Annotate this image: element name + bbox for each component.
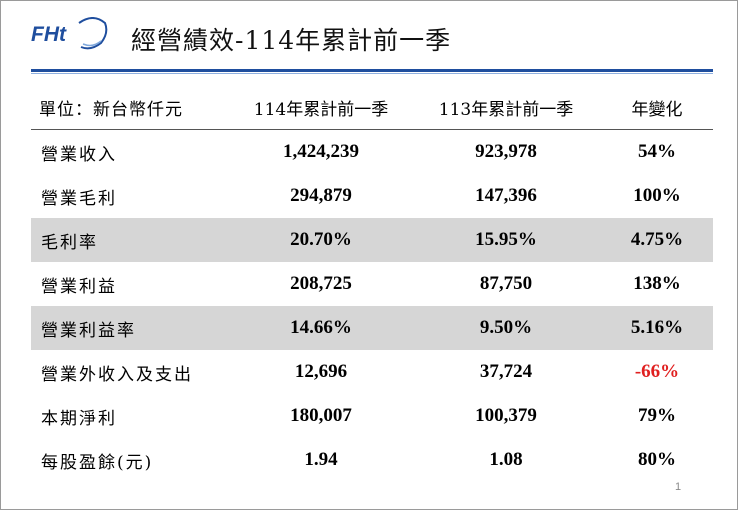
previous-value: 100,379 [475,405,537,426]
svg-text:FHt: FHt [31,23,67,46]
current-value: 12,696 [294,361,348,382]
previous-value: 147,396 [475,185,537,206]
previous-value: 9.50% [411,306,601,350]
title-divider [31,69,713,72]
change-value: 79% [638,405,676,426]
change-value-negative: -66% [634,361,680,382]
change-value: 4.75% [601,218,713,262]
table-row: 營業利益率 14.66% 9.50% 5.16% [31,306,713,350]
previous-value: 923,978 [475,141,537,162]
row-label: 每股盈餘(元) [41,452,154,473]
change-value: 54% [638,141,676,162]
change-value: 100% [633,185,681,206]
change-value: 80% [638,449,676,470]
current-value: 1,424,239 [283,141,359,162]
change-value: 5.16% [601,306,713,350]
previous-value: 15.95% [411,218,601,262]
table-row: 本期淨利 180,007 100,379 79% [31,394,713,438]
financial-table: 單位：新台幣仟元 114年累計前一季 113年累計前一季 年變化 營業收入 1,… [31,85,713,482]
change-value: 138% [633,273,681,294]
row-label: 毛利率 [31,218,231,262]
header-unit: 單位：新台幣仟元 [31,85,231,130]
company-logo: FHt [31,17,108,50]
current-value: 180,007 [290,405,352,426]
current-value: 294,879 [290,185,352,206]
table-row: 每股盈餘(元) 1.94 1.08 80% [31,438,713,482]
previous-value: 87,750 [479,273,533,294]
row-label: 營業外收入及支出 [41,364,193,385]
header-previous-period: 113年累計前一季 [411,85,601,130]
title-divider-accent [31,73,713,74]
table-row: 營業毛利 294,879 147,396 100% [31,174,713,218]
current-value: 208,725 [290,273,352,294]
table-header-row: 單位：新台幣仟元 114年累計前一季 113年累計前一季 年變化 [31,85,713,130]
header-yoy-change: 年變化 [601,85,713,130]
header-current-period: 114年累計前一季 [231,85,411,130]
row-label: 營業收入 [41,144,117,165]
page-number: 1 [675,481,682,493]
previous-value: 37,724 [479,361,533,382]
row-label: 本期淨利 [41,408,117,429]
table-row: 營業利益 208,725 87,750 138% [31,262,713,306]
current-value: 1.94 [304,449,338,470]
table-row: 營業外收入及支出 12,696 37,724 -66% [31,350,713,394]
table-row: 毛利率 20.70% 15.95% 4.75% [31,218,713,262]
row-label: 營業利益 [41,276,117,297]
table-row: 營業收入 1,424,239 923,978 54% [31,130,713,175]
previous-value: 1.08 [489,449,523,470]
page-title: 經營績效-114年累計前一季 [131,26,452,55]
row-label: 營業毛利 [41,188,117,209]
current-value: 20.70% [231,218,411,262]
current-value: 14.66% [231,306,411,350]
row-label: 營業利益率 [31,306,231,350]
